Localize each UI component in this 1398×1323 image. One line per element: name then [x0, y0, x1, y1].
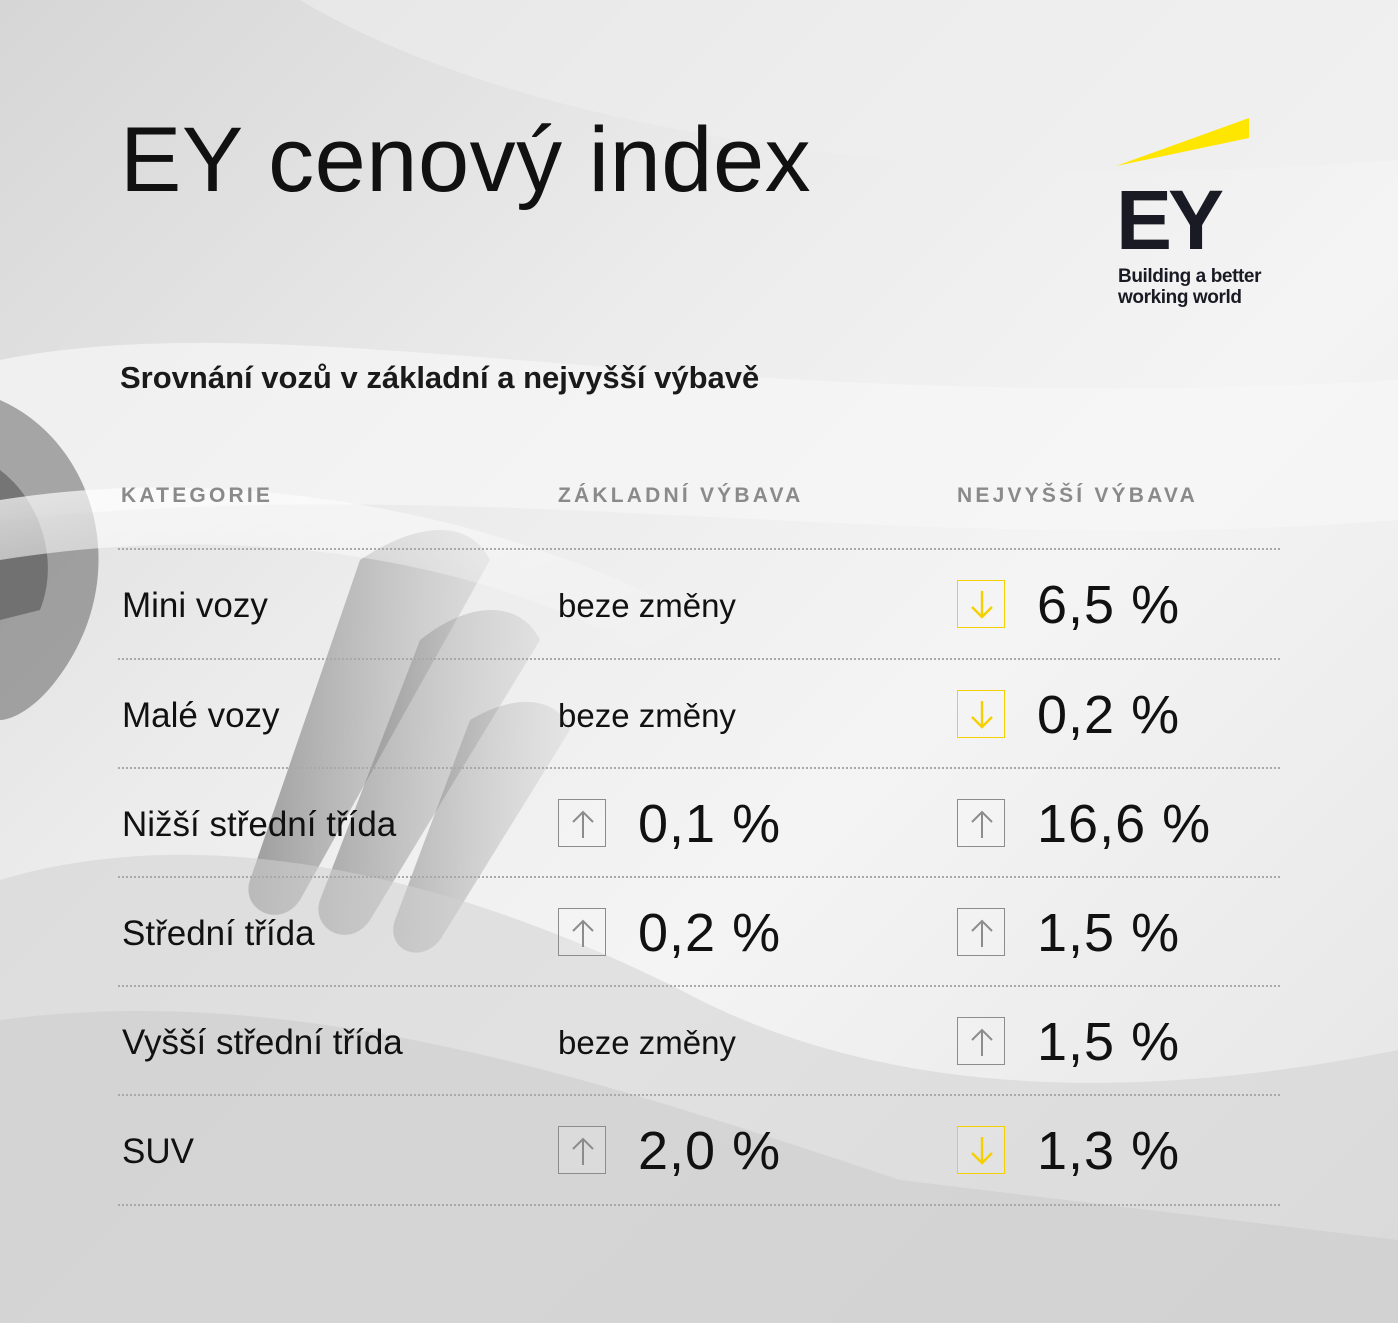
arrow-down-icon: [957, 690, 1005, 738]
table-row: Malé vozy beze změny 0,2 %: [0, 663, 1398, 773]
arrow-up-icon: [558, 799, 606, 847]
category-label: Malé vozy: [122, 696, 280, 735]
top-value: 6,5 %: [1037, 575, 1181, 635]
column-header-top: NEJVYŠŠÍ VÝBAVA: [957, 484, 1198, 507]
category-label: Mini vozy: [122, 586, 268, 625]
basic-value: beze změny: [558, 1024, 736, 1061]
row-divider: [118, 548, 1280, 550]
top-value: 16,6 %: [1037, 794, 1212, 854]
arrow-up-icon: [558, 908, 606, 956]
basic-value: 0,2 %: [638, 903, 782, 963]
logo-wordmark: EY: [1116, 173, 1224, 267]
row-divider: [118, 658, 1280, 660]
basic-value: beze změny: [558, 697, 736, 734]
table-row: Nižší střední třída 0,1 % 16,6 %: [0, 772, 1398, 882]
column-header-category: KATEGORIE: [121, 484, 274, 507]
basic-value: 2,0 %: [638, 1121, 782, 1181]
table-row: Střední třída 0,2 % 1,5 %: [0, 881, 1398, 991]
column-header-basic: ZÁKLADNÍ VÝBAVA: [558, 484, 804, 507]
ey-logo: EY Building a better working world: [1116, 116, 1286, 316]
logo-beam: [1116, 118, 1249, 166]
row-divider: [118, 985, 1280, 987]
logo-tagline: Building a better working world: [1118, 266, 1262, 308]
arrow-down-icon: [957, 580, 1005, 628]
top-value: 1,3 %: [1037, 1121, 1181, 1181]
top-value: 0,2 %: [1037, 685, 1181, 745]
category-label: Vyšší střední třída: [122, 1023, 403, 1062]
row-divider: [118, 876, 1280, 878]
basic-value: 0,1 %: [638, 794, 782, 854]
table-row: SUV 2,0 % 1,3 %: [0, 1099, 1398, 1209]
table-row: Mini vozy beze změny 6,5 %: [0, 553, 1398, 663]
arrow-up-icon: [957, 1017, 1005, 1065]
arrow-up-icon: [957, 799, 1005, 847]
table-row: Vyšší střední třída beze změny 1,5 %: [0, 990, 1398, 1100]
row-divider: [118, 1204, 1280, 1206]
category-label: SUV: [122, 1132, 194, 1171]
table-subtitle: Srovnání vozů v základní a nejvyšší výba…: [120, 360, 760, 395]
row-divider: [118, 1094, 1280, 1096]
top-value: 1,5 %: [1037, 1012, 1181, 1072]
row-divider: [118, 767, 1280, 769]
category-label: Nižší střední třída: [122, 805, 397, 844]
arrow-up-icon: [957, 908, 1005, 956]
page-title: EY cenový index: [120, 109, 812, 211]
arrow-up-icon: [558, 1126, 606, 1174]
basic-value: beze změny: [558, 587, 736, 624]
category-label: Střední třída: [122, 914, 315, 953]
top-value: 1,5 %: [1037, 903, 1181, 963]
arrow-down-icon: [957, 1126, 1005, 1174]
